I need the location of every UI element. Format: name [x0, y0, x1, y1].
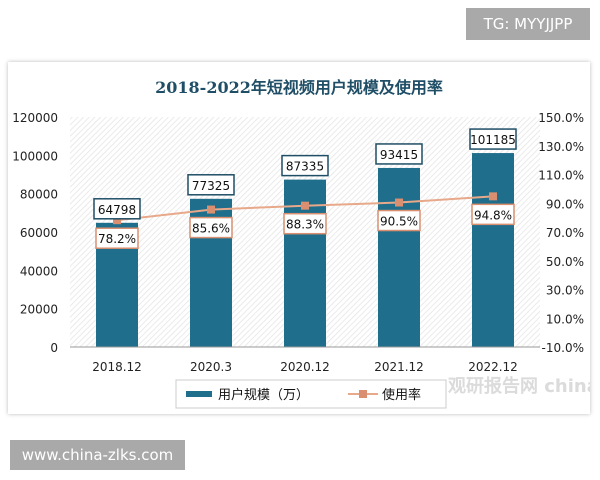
- bar-value-label: 77325: [192, 179, 230, 193]
- bar-value-label: 101185: [470, 133, 516, 147]
- y-right-tick-label: 110.0%: [538, 169, 584, 183]
- legend-line-marker: [359, 390, 367, 398]
- y-right-tick-label: 130.0%: [538, 140, 584, 154]
- y-left-tick-label: 20000: [20, 303, 58, 317]
- legend-line-label: 使用率: [382, 387, 421, 403]
- usage-rate-point: [113, 216, 121, 225]
- x-tick-label: 2018.12: [92, 360, 142, 374]
- usage-rate-point: [207, 205, 215, 214]
- legend-bar-label: 用户规模（万）: [218, 387, 309, 403]
- line-value-label: 94.8%: [474, 208, 512, 222]
- line-value-label: 88.3%: [286, 218, 324, 232]
- y-right-tick-label: -10.0%: [542, 341, 584, 355]
- y-right-tick-label: 150.0%: [538, 111, 584, 125]
- bar-label-box: [187, 174, 235, 196]
- usage-rate-point: [395, 198, 403, 207]
- tg-label: TG: MYYJJPP: [466, 8, 590, 40]
- bar-label-box: [93, 198, 141, 220]
- site-label: www.china-zlks.com: [10, 440, 185, 470]
- y-right-tick-label: 50.0%: [546, 255, 584, 269]
- line-label-box: [189, 216, 233, 239]
- legend-box: [175, 379, 447, 409]
- bar-label-box: [375, 143, 423, 165]
- line-label-box: [377, 209, 421, 232]
- x-tick-label: 2020.12: [280, 360, 330, 374]
- chart-title: 2018-2022年短视频用户规模及使用率: [155, 78, 443, 97]
- bar-value-label: 93415: [380, 148, 418, 162]
- bar: [378, 167, 420, 347]
- chart: 2018-2022年短视频用户规模及使用率 0 20000 40000 60000 800…: [12, 78, 590, 409]
- bar-value-label: 87335: [286, 160, 324, 174]
- usage-rate-point: [301, 201, 309, 210]
- line-label-box: [471, 203, 515, 226]
- line-value-label: 90.5%: [380, 215, 418, 229]
- y-right-tick-label: 30.0%: [546, 284, 584, 298]
- bar-label-box: [281, 154, 329, 177]
- y-left-tick-label: 40000: [20, 264, 58, 278]
- bar: [472, 153, 514, 347]
- chart-card: 2018-2022年短视频用户规模及使用率 0 20000 40000 60000 800…: [8, 62, 590, 414]
- y-right-tick-label: 90.0%: [546, 197, 584, 211]
- bar-value-label: 64798: [98, 203, 136, 217]
- line-label-box: [95, 227, 139, 249]
- line-value-label: 78.2%: [98, 232, 136, 246]
- usage-rate-point: [489, 192, 497, 201]
- line-value-label: 85.6%: [192, 222, 230, 236]
- y-left-tick-label: 0: [50, 341, 58, 355]
- bar-label-box: [469, 128, 517, 150]
- y-left-tick-label: 60000: [20, 226, 58, 240]
- x-tick-label: 2022.12: [468, 360, 518, 374]
- legend-bar-swatch: [186, 391, 212, 397]
- y-left-tick-label: 120000: [12, 111, 58, 125]
- line-label-box: [283, 212, 327, 235]
- y-right-tick-label: 10.0%: [546, 312, 584, 326]
- x-tick-label: 2021.12: [374, 360, 424, 374]
- watermark: 观研报告网 chinal: [448, 375, 590, 397]
- y-right-tick-label: 70.0%: [546, 226, 584, 240]
- y-left-tick-label: 80000: [20, 188, 58, 202]
- y-left-tick-label: 100000: [12, 149, 58, 163]
- x-tick-label: 2020.3: [190, 360, 232, 374]
